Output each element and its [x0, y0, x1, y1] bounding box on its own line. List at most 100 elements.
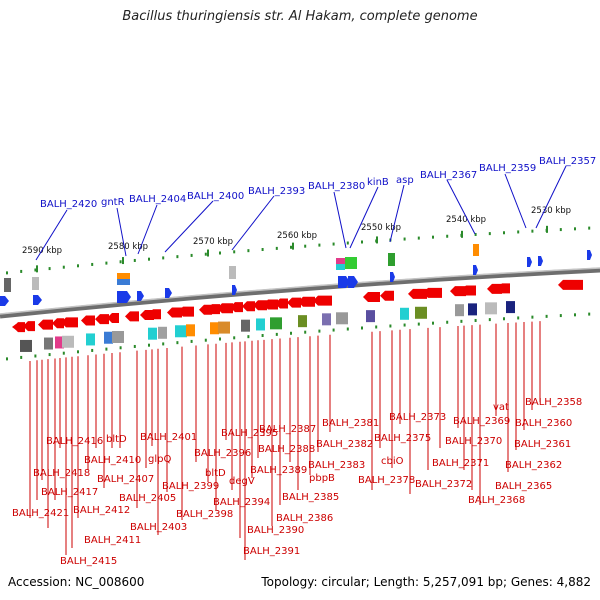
gene-label[interactable]: BALH_2368: [468, 495, 525, 506]
gene-label[interactable]: BALH_2411: [84, 535, 141, 546]
gene-label[interactable]: BALH_2381: [322, 418, 379, 429]
tick-dot: [375, 325, 378, 329]
gene-label[interactable]: cbiO: [381, 456, 404, 467]
gene-label[interactable]: BALH_2395: [221, 428, 278, 439]
tick-dot: [48, 267, 51, 271]
gene-label[interactable]: BALH_2416: [46, 436, 103, 447]
gene-arrow[interactable]: [527, 257, 532, 267]
gene-label[interactable]: BALH_2405: [119, 493, 176, 504]
gene-label[interactable]: bltD: [106, 434, 127, 445]
gene-label[interactable]: BALH_2399: [162, 481, 219, 492]
domain-block: [20, 339, 32, 352]
gene-label[interactable]: BALH_2362: [505, 460, 562, 471]
gene-arrow[interactable]: [538, 256, 543, 266]
tick-dot: [20, 269, 23, 273]
gene-label[interactable]: BALH_2360: [515, 418, 572, 429]
gene-label[interactable]: BALH_2398: [176, 509, 233, 520]
gene-label[interactable]: BALH_2400: [187, 191, 244, 202]
gene-arrow[interactable]: [348, 276, 358, 288]
tick-dot: [162, 256, 165, 260]
domain-block: [298, 315, 307, 328]
gene-label[interactable]: BALH_2415: [60, 556, 117, 567]
tick-dot: [233, 336, 236, 340]
gene-label[interactable]: BALH_2367: [420, 170, 477, 181]
gene-label[interactable]: BALH_2410: [84, 455, 141, 466]
gene-arrow[interactable]: [338, 276, 350, 288]
gene-label[interactable]: BALH_2386: [276, 513, 333, 524]
gene-arrow[interactable]: [137, 291, 144, 301]
gene-arrow[interactable]: [473, 265, 478, 275]
gene-label[interactable]: BALH_2357: [539, 156, 596, 167]
gene-label[interactable]: vat: [493, 402, 509, 413]
gene-label[interactable]: BALH_2404: [129, 194, 186, 205]
gene-label[interactable]: kinB: [367, 177, 389, 188]
gene-arrow: [487, 283, 502, 294]
gene-label[interactable]: BALH_2385: [282, 492, 339, 503]
gene-label[interactable]: degV: [229, 476, 255, 487]
gene-label[interactable]: BALH_2361: [514, 439, 571, 450]
gene-label[interactable]: BALH_2391: [243, 546, 300, 557]
gene-label[interactable]: BALH_2417: [41, 487, 98, 498]
gene-label[interactable]: BALH_2365: [495, 481, 552, 492]
gene-label[interactable]: BALH_2358: [525, 397, 582, 408]
scale-label: 2570 kbp: [193, 237, 233, 247]
tick-dot: [233, 250, 236, 254]
gene-arrow: [207, 304, 220, 315]
gene-label[interactable]: gntR: [101, 197, 125, 208]
gene-label[interactable]: BALH_2372: [415, 479, 472, 490]
tick-dot: [318, 243, 321, 247]
gene-label[interactable]: BALH_2393: [248, 186, 305, 197]
gene-label[interactable]: BALH_2380: [308, 181, 365, 192]
gene-label[interactable]: pbpB: [309, 473, 335, 484]
gene-label[interactable]: BALH_2388: [258, 444, 315, 455]
tick-major: [461, 230, 463, 238]
gene-label[interactable]: BALH_2394: [213, 497, 270, 508]
gene-arrow[interactable]: [117, 291, 131, 303]
gene-label[interactable]: BALH_2387: [259, 424, 316, 435]
gene-label[interactable]: BALH_2396: [194, 448, 251, 459]
gene-arrow[interactable]: [0, 296, 9, 306]
gene-label[interactable]: BALH_2359: [479, 163, 536, 174]
domain-block: [44, 337, 53, 350]
gene-label[interactable]: BALH_2418: [33, 468, 90, 479]
gene-arrow: [242, 301, 255, 312]
gene-arrow: [95, 314, 109, 325]
gene-label[interactable]: BALH_2389: [250, 465, 307, 476]
gene-label[interactable]: asp: [396, 175, 414, 186]
gene-label[interactable]: BALH_2421: [12, 508, 69, 519]
gene-label[interactable]: BALH_2382: [316, 439, 373, 450]
domain-block: [366, 310, 375, 323]
tick-dot: [133, 258, 136, 262]
tick-dot: [403, 237, 406, 241]
gene-label[interactable]: BALH_2370: [445, 436, 502, 447]
gene-label[interactable]: BALH_2403: [130, 522, 187, 533]
domain-block: [104, 331, 113, 344]
top-leader-lines: [35, 165, 567, 261]
domain-block: [415, 306, 427, 319]
gene-label[interactable]: BALH_2412: [73, 505, 130, 516]
scale-label: 2560 kbp: [277, 231, 317, 241]
gene-arrow[interactable]: [165, 288, 172, 298]
gene-label[interactable]: glpQ: [148, 454, 171, 465]
gene-label[interactable]: BALH_2369: [453, 416, 510, 427]
tick-dot: [6, 271, 8, 275]
gene-arrow[interactable]: [232, 285, 237, 295]
gene-label[interactable]: bltD: [205, 468, 226, 479]
gene-label[interactable]: BALH_2383: [308, 460, 365, 471]
gene-label[interactable]: BALH_2375: [374, 433, 431, 444]
scale-label: 2530 kbp: [531, 206, 571, 216]
gene-label[interactable]: BALH_2401: [140, 432, 197, 443]
tick-dot: [346, 327, 349, 331]
domain-block: [400, 307, 409, 320]
gene-arrow[interactable]: [587, 250, 592, 260]
gene-label[interactable]: BALH_2373: [389, 412, 446, 423]
gene-label[interactable]: BALH_2378: [358, 475, 415, 486]
gene-arrow[interactable]: [33, 295, 42, 305]
gene-label[interactable]: BALH_2390: [247, 525, 304, 536]
tick-dot: [361, 240, 363, 244]
gene-arrow[interactable]: [390, 272, 395, 282]
gene-label[interactable]: BALH_2371: [432, 458, 489, 469]
tick-major: [292, 242, 294, 250]
gene-label[interactable]: BALH_2420: [40, 199, 97, 210]
gene-label[interactable]: BALH_2407: [97, 474, 154, 485]
